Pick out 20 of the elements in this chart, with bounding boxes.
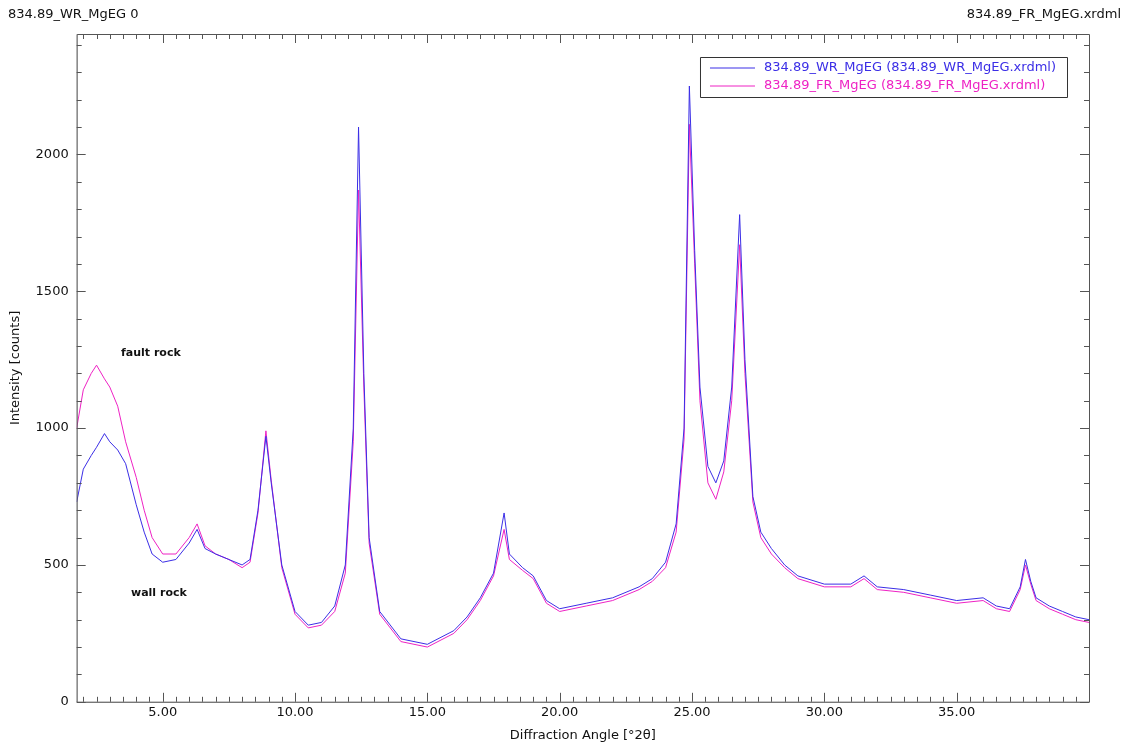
x-tick-label: 5.00 <box>148 703 178 719</box>
x-tick-label: 30.00 <box>805 703 843 719</box>
annotation: wall rock <box>131 586 187 599</box>
y-tick-label: 2000 <box>35 145 69 161</box>
x-tick-label: 20.00 <box>541 703 579 719</box>
x-axis-title: Diffraction Angle [°2θ] <box>509 726 656 742</box>
y-tick-label: 500 <box>43 556 69 572</box>
y-tick-label: 0 <box>60 693 69 709</box>
x-tick-label: 15.00 <box>408 703 446 719</box>
y-tick-label: 1000 <box>35 419 69 435</box>
y-tick-label: 1500 <box>35 282 69 298</box>
legend-label: 834.89_FR_MgEG (834.89_FR_MgEG.xrdml) <box>764 77 1046 93</box>
x-tick-label: 35.00 <box>938 703 976 719</box>
x-tick-label: 10.00 <box>276 703 314 719</box>
text: 834.89_FR_MgEG.xrdml <box>966 6 1121 21</box>
legend-label: 834.89_WR_MgEG (834.89_WR_MgEG.xrdml) <box>764 59 1057 75</box>
annotation: fault rock <box>121 346 181 359</box>
x-tick-label: 25.00 <box>673 703 711 719</box>
y-axis-title: Intensity [counts] <box>7 310 23 426</box>
text: 834.89_WR_MgEG 0 <box>8 6 139 21</box>
